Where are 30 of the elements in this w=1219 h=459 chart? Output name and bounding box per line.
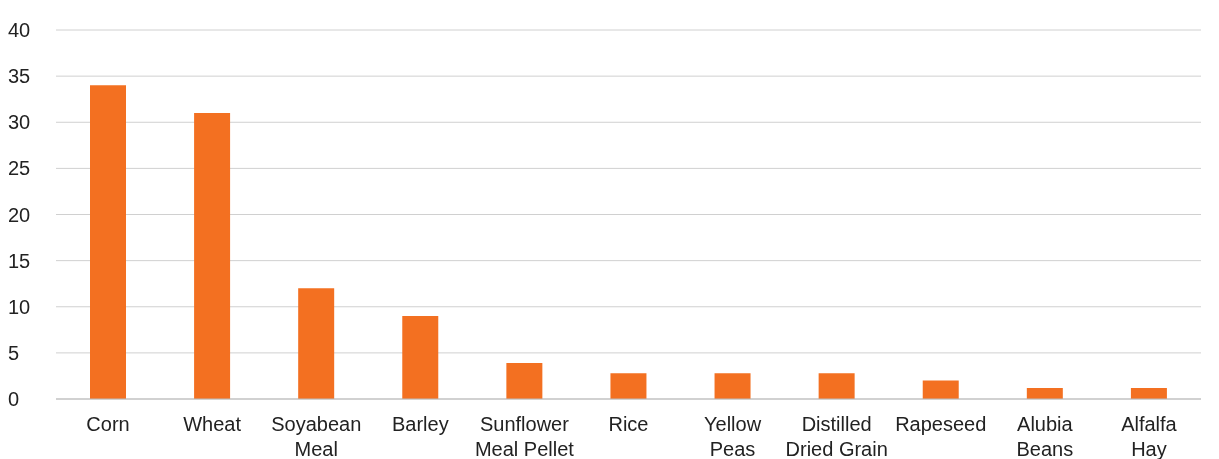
y-tick-label: 30 [8, 111, 31, 134]
bar [194, 113, 231, 399]
x-tick-label: Rice [608, 413, 649, 435]
bar [922, 380, 959, 399]
y-tick-label: 20 [8, 203, 31, 226]
bar [714, 373, 751, 399]
bar [402, 315, 439, 399]
x-tick-label: Wheat [183, 413, 242, 435]
x-tick-label: Rapeseed [895, 413, 987, 435]
bar [610, 373, 647, 399]
bar [1026, 387, 1063, 399]
y-tick-label: 5 [8, 341, 20, 364]
x-tick-label: Corn [86, 413, 130, 435]
bar [818, 373, 855, 399]
y-tick-label: 40 [8, 19, 31, 42]
y-tick-label: 25 [8, 157, 31, 180]
bar [90, 85, 126, 399]
y-tick-label: 35 [8, 65, 31, 88]
bar [298, 288, 335, 399]
x-tick-label: Alubia Beans [1016, 413, 1074, 459]
bar [1130, 387, 1167, 399]
x-tick-label: Barley [391, 413, 449, 435]
bar [506, 363, 543, 399]
x-tick-label: Yellow Peas [704, 413, 762, 459]
x-tick-label: Soyabean Meal [271, 413, 362, 459]
y-tick-label: 0 [8, 388, 20, 411]
x-tick-label: Sunflower Meal Pellet [474, 413, 575, 459]
y-tick-label: 15 [8, 249, 31, 272]
y-tick-label: 10 [8, 295, 31, 318]
x-tick-label: Distilled Dried Grain [785, 413, 888, 459]
